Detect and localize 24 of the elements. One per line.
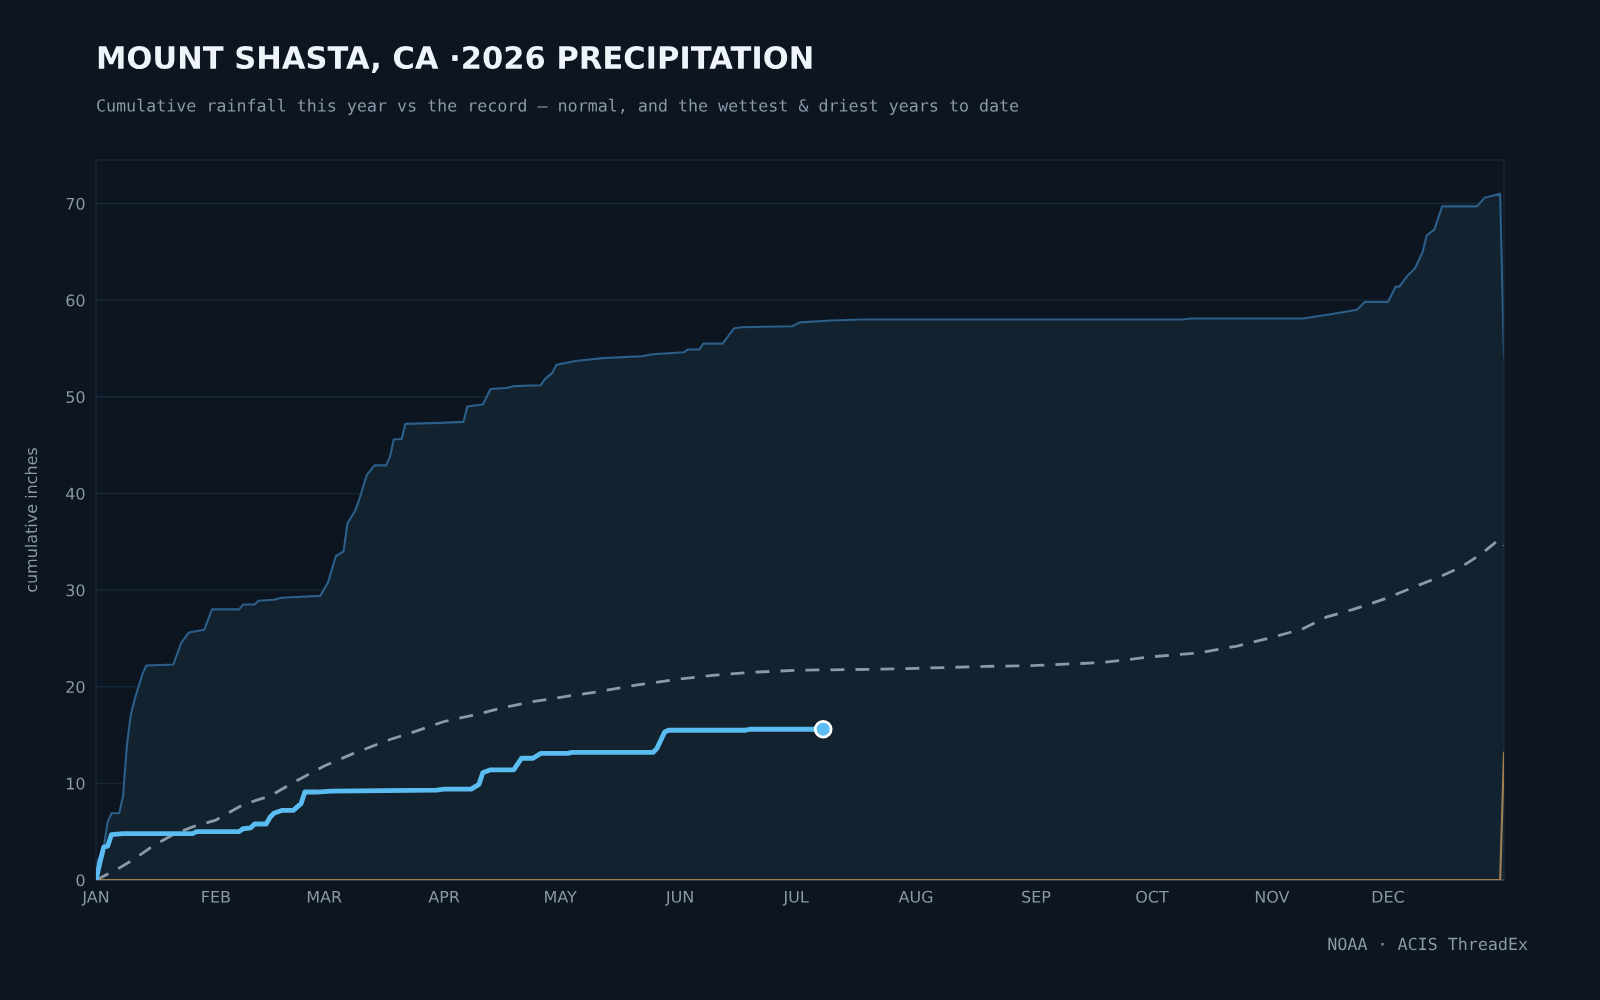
y-tick-label: 0 xyxy=(76,874,85,887)
x-tick-label: SEP xyxy=(1022,890,1051,903)
x-tick-label: APR xyxy=(428,890,460,903)
y-tick-label: 60 xyxy=(66,294,85,307)
x-tick-label: AUG xyxy=(898,890,933,903)
y-tick-label: 40 xyxy=(66,487,85,500)
x-tick-label: JUL xyxy=(782,890,809,906)
y-tick-label: 20 xyxy=(66,680,85,694)
text: NOAA · ACIS ThreadEx xyxy=(1328,937,1528,951)
x-tick-label: FEB xyxy=(202,890,230,903)
x-tick-label: OCT xyxy=(1136,890,1169,903)
x-tick-label: MAR xyxy=(307,890,342,903)
y-tick-label: 30 xyxy=(66,584,85,597)
y-tick-label: 70 xyxy=(66,197,85,210)
chart-subtitle: Cumulative rainfall this year vs the record — normal, and the wettest & driest years to date xyxy=(97,98,1019,115)
y-tick-label: 50 xyxy=(66,390,85,404)
x-tick-label: NOV xyxy=(1255,890,1290,903)
y-axis-title: cumulative inches xyxy=(24,448,38,592)
x-tick-label: JAN xyxy=(81,890,109,906)
y-tick-label: 10 xyxy=(67,777,85,790)
x-tick-label: DEC xyxy=(1372,890,1404,903)
x-tick-label: MAY xyxy=(545,890,577,903)
chart-title: MOUNT SHASTA, CA ·2026 PRECIPITATION xyxy=(98,45,812,73)
x-tick-label: JUN xyxy=(665,890,693,906)
